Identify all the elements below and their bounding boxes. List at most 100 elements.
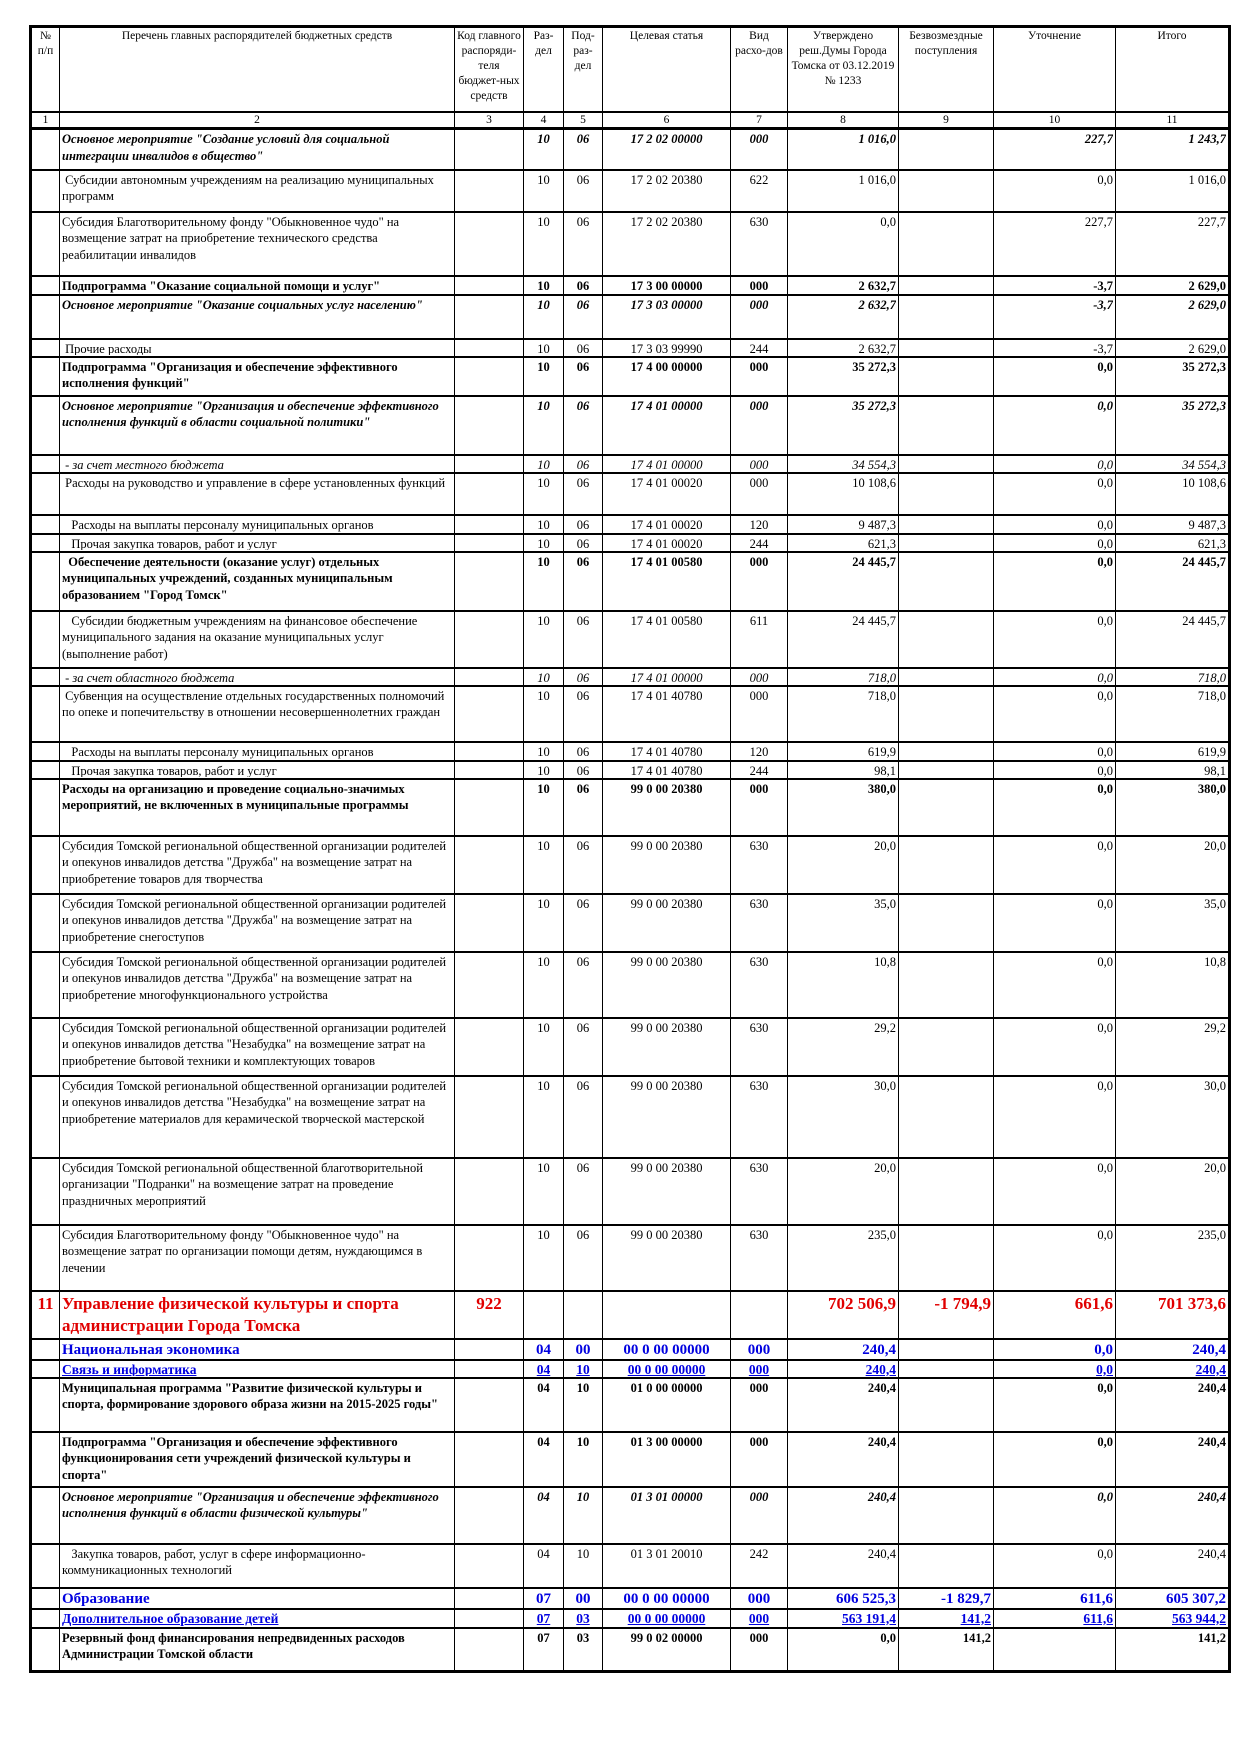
cell-razdel: 10: [523, 892, 564, 952]
cell-text: 630: [749, 1160, 769, 1175]
cell-total: 227,7: [1115, 210, 1230, 276]
cell-text: 17 2 02 20380: [630, 214, 703, 229]
cell-total: 240,4: [1115, 1485, 1230, 1544]
cell-name: Субсидии бюджетным учреждениям на финанс…: [59, 609, 455, 668]
cell-approved: 240,4: [787, 1542, 899, 1588]
cell-code: [454, 274, 524, 295]
cell-approved: 20,0: [787, 1156, 899, 1225]
cell-text: Субсидия Томской региональной общественн…: [62, 838, 450, 886]
cell-total: 718,0: [1115, 684, 1230, 742]
cell-text: 240,4: [1197, 1546, 1226, 1561]
cell-vid: 242: [730, 1542, 788, 1588]
cell-target: 17 2 02 20380: [602, 168, 731, 212]
cell-text: 99 0 02 00000: [630, 1630, 703, 1645]
table-row: - за счет местного бюджета 10 06 17 4 01 00…: [30, 453, 1230, 473]
column-number: 7: [730, 110, 788, 130]
cell-total: 29,2: [1115, 1016, 1230, 1076]
cell-code: [454, 1016, 524, 1076]
cell-text: 000: [749, 457, 769, 471]
cell-free: [898, 513, 994, 534]
cell-razdel: 10: [523, 740, 564, 761]
cell-text: 10: [537, 172, 550, 187]
cell-text: 06: [576, 214, 590, 229]
cell-text: 17 4 01 00020: [630, 475, 703, 490]
column-number: 4: [523, 110, 564, 130]
cell-target: 17 4 01 00580: [602, 609, 731, 668]
cell-free: [898, 1156, 994, 1225]
cell-target: 99 0 00 20380: [602, 834, 731, 894]
cell-text: 04: [536, 1341, 551, 1358]
cell-free: [898, 293, 994, 339]
cell-approved: 9 487,3: [787, 513, 899, 534]
cell-approved: 35 272,3: [787, 394, 899, 455]
cell-text: 000: [747, 1341, 771, 1358]
cell-vid: 630: [730, 1223, 788, 1291]
cell-code: [454, 1542, 524, 1588]
cell-target: 99 0 00 20380: [602, 1074, 731, 1158]
cell-text: 29,2: [1204, 1020, 1226, 1035]
cell-text: 240,4: [1197, 1380, 1226, 1395]
cell-code: [454, 513, 524, 534]
cell-target: 01 3 01 20010: [602, 1542, 731, 1588]
cell-clarif: -3,7: [993, 274, 1116, 295]
cell-text: Подпрограмма "Организация и обеспечение …: [62, 359, 401, 391]
cell-podrazdel: 00: [563, 1337, 603, 1360]
table-header-row: № п/п Перечень главных распорядителей бюд…: [30, 25, 1230, 112]
cell-text: 2 632,7: [858, 297, 897, 312]
cell-text: 10: [576, 1434, 590, 1449]
cell-target: 00 0 00 00000: [602, 1586, 731, 1609]
cell-text: 1 016,0: [858, 172, 897, 187]
cell-clarif: 0,0: [993, 777, 1116, 836]
cell-clarif: 227,7: [993, 127, 1116, 170]
cell-text: 240,4: [867, 1546, 896, 1561]
cell-text: 000: [748, 1610, 770, 1626]
cell-text: Образование: [62, 1590, 150, 1607]
cell-approved: 563 191,4: [787, 1607, 899, 1628]
cell-target: 00 0 00 00000: [602, 1607, 731, 1628]
cell-razdel: 07: [523, 1626, 564, 1672]
cell-approved: 621,3: [787, 532, 899, 552]
cell-text: 563 944,2: [1172, 1610, 1226, 1626]
cell-total: 35 272,3: [1115, 355, 1230, 396]
cell-text: 10: [537, 1078, 550, 1093]
cell-text: 10: [576, 1380, 590, 1395]
table-row: - за счет областного бюджета 10 06 17 4 01 …: [30, 666, 1230, 686]
cell-razdel: 10: [523, 759, 564, 779]
header-clarif: Уточнение: [993, 25, 1116, 112]
cell-text: Субсидия Благотворительному фонду "Обыкн…: [62, 214, 403, 262]
cell-text: 06: [576, 744, 590, 759]
cell-text: 10: [537, 744, 550, 759]
cell-text: 10: [537, 688, 550, 703]
cell-text: 10,8: [1204, 954, 1226, 969]
cell-free: [898, 740, 994, 761]
cell-approved: 24 445,7: [787, 609, 899, 668]
cell-podrazdel: 06: [563, 1223, 603, 1291]
cell-target: 99 0 00 20380: [602, 1223, 731, 1291]
cell-free: [898, 1376, 994, 1432]
cell-razdel: 10: [523, 471, 564, 515]
cell-text: Субсидия Томской региональной общественн…: [62, 1078, 450, 1126]
cell-vid: 630: [730, 834, 788, 894]
cell-podrazdel: 06: [563, 471, 603, 515]
cell-text: Основное мероприятие "Создание условий д…: [62, 132, 393, 163]
cell-clarif: 0,0: [993, 759, 1116, 779]
cell-num: [30, 471, 60, 515]
table-row: Основное мероприятие "Организация и обес…: [30, 394, 1230, 455]
cell-num: [30, 274, 60, 295]
cell-free: [898, 1223, 994, 1291]
column-number: 8: [787, 110, 899, 130]
cell-text: -3,7: [1093, 278, 1113, 293]
cell-name: Основное мероприятие "Организация и обес…: [59, 1485, 455, 1544]
cell-text: Основное мероприятие "Оказание социальны…: [62, 297, 423, 312]
cell-razdel: 07: [523, 1586, 564, 1609]
cell-text: 06: [576, 1078, 590, 1093]
cell-text: 17 4 01 40780: [630, 744, 703, 759]
cell-total: 701 373,6: [1115, 1289, 1230, 1339]
cell-text: 35,0: [1204, 896, 1226, 911]
cell-text: 0,0: [1094, 1341, 1113, 1358]
cell-podrazdel: 06: [563, 666, 603, 686]
cell-approved: 240,4: [787, 1337, 899, 1360]
cell-text: Подпрограмма "Оказание социальной помощи…: [62, 278, 381, 293]
cell-text: 10: [537, 457, 550, 471]
cell-approved: 718,0: [787, 666, 899, 686]
